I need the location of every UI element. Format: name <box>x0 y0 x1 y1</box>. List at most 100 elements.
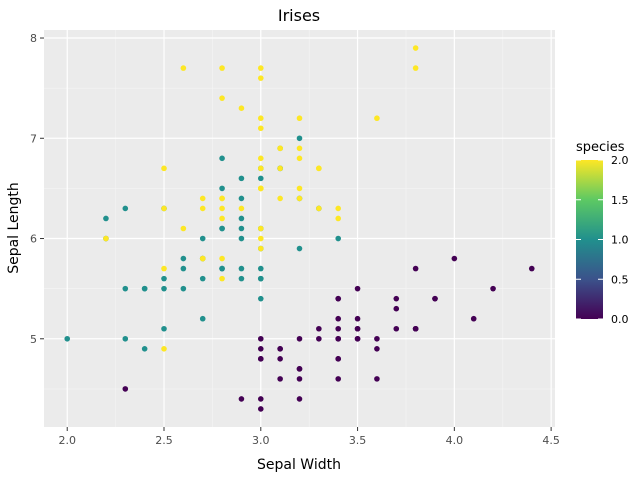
data-point <box>277 376 283 382</box>
data-point <box>296 366 303 372</box>
data-point <box>277 346 283 352</box>
data-point <box>257 245 264 252</box>
data-point <box>257 155 264 162</box>
data-point <box>199 275 206 282</box>
legend-tick-label: 0.0 <box>611 313 629 326</box>
data-point <box>354 285 361 292</box>
data-point <box>277 356 283 362</box>
data-point <box>393 295 400 302</box>
y-tick-label: 5 <box>30 333 37 346</box>
data-point <box>199 315 206 322</box>
data-point <box>277 145 283 152</box>
legend: species 0.0 0.5 1.0 1.5 2.0 <box>576 140 629 326</box>
legend-title: species <box>576 140 625 155</box>
chart-title: Irises <box>278 6 320 25</box>
data-point <box>316 165 322 172</box>
data-point <box>490 285 496 292</box>
data-point <box>316 335 322 342</box>
data-point <box>219 225 225 232</box>
plot-panel <box>44 30 555 427</box>
data-point <box>161 325 167 332</box>
data-point <box>257 396 264 402</box>
data-point <box>180 65 187 71</box>
data-point <box>161 346 167 352</box>
data-point <box>257 115 264 122</box>
data-point <box>354 315 361 322</box>
data-point <box>451 255 458 262</box>
data-point <box>238 265 245 272</box>
data-point <box>199 235 206 242</box>
data-point <box>238 205 245 212</box>
data-point <box>141 346 148 352</box>
data-point <box>219 185 225 192</box>
data-point <box>296 145 303 152</box>
data-point <box>335 325 342 332</box>
data-point <box>257 406 264 412</box>
data-point <box>374 335 380 342</box>
data-point <box>238 235 245 242</box>
x-tick-label: 3.5 <box>349 434 367 447</box>
data-point <box>257 175 264 182</box>
data-point <box>432 295 438 302</box>
data-point <box>161 265 167 272</box>
data-point <box>219 195 225 202</box>
data-point <box>161 165 167 172</box>
data-point <box>335 205 342 212</box>
x-axis-title: Sepal Width <box>257 457 341 473</box>
x-tick-label: 2.0 <box>58 434 76 447</box>
data-point <box>296 155 303 162</box>
data-point <box>238 175 245 182</box>
data-point <box>296 135 303 142</box>
data-point <box>335 335 342 342</box>
data-point <box>316 325 322 332</box>
data-point <box>335 376 342 382</box>
data-point <box>199 195 206 202</box>
data-point <box>122 285 129 292</box>
data-point <box>412 265 419 272</box>
data-point <box>374 115 380 122</box>
data-point <box>238 275 245 282</box>
data-point <box>257 275 264 282</box>
data-point <box>296 376 303 382</box>
data-point <box>122 335 129 342</box>
data-point <box>393 325 400 332</box>
data-point <box>374 376 380 382</box>
data-point <box>219 65 225 71</box>
data-point <box>161 285 167 292</box>
data-point <box>219 215 225 222</box>
legend-tick-label: 2.0 <box>611 154 629 167</box>
gridlines <box>44 30 555 427</box>
data-point <box>277 165 283 172</box>
data-point <box>141 285 148 292</box>
data-point <box>470 315 477 322</box>
x-tick-label: 4.5 <box>542 434 560 447</box>
data-point <box>412 325 419 332</box>
data-point <box>257 265 264 272</box>
data-point <box>335 215 342 222</box>
data-point <box>296 245 303 252</box>
data-point <box>335 235 342 242</box>
data-point <box>238 396 245 402</box>
data-point <box>257 295 264 302</box>
data-point <box>180 265 187 272</box>
x-tick-label: 2.5 <box>155 434 173 447</box>
data-point <box>335 315 342 322</box>
data-point <box>335 295 342 302</box>
data-point <box>257 225 264 232</box>
data-point <box>354 335 361 342</box>
data-point <box>161 205 167 212</box>
data-point <box>180 225 187 232</box>
data-point <box>199 205 206 212</box>
x-axis: 2.0 2.5 3.0 3.5 4.0 4.5 <box>58 427 560 447</box>
data-point <box>180 285 187 292</box>
panel-background <box>44 30 555 427</box>
data-point <box>296 185 303 192</box>
data-point <box>257 65 264 71</box>
data-point <box>354 325 361 332</box>
data-point <box>257 335 264 342</box>
data-point <box>161 275 167 282</box>
y-tick-label: 8 <box>30 32 37 45</box>
data-point <box>296 335 303 342</box>
y-tick-label: 6 <box>30 233 37 246</box>
data-point <box>219 275 225 282</box>
